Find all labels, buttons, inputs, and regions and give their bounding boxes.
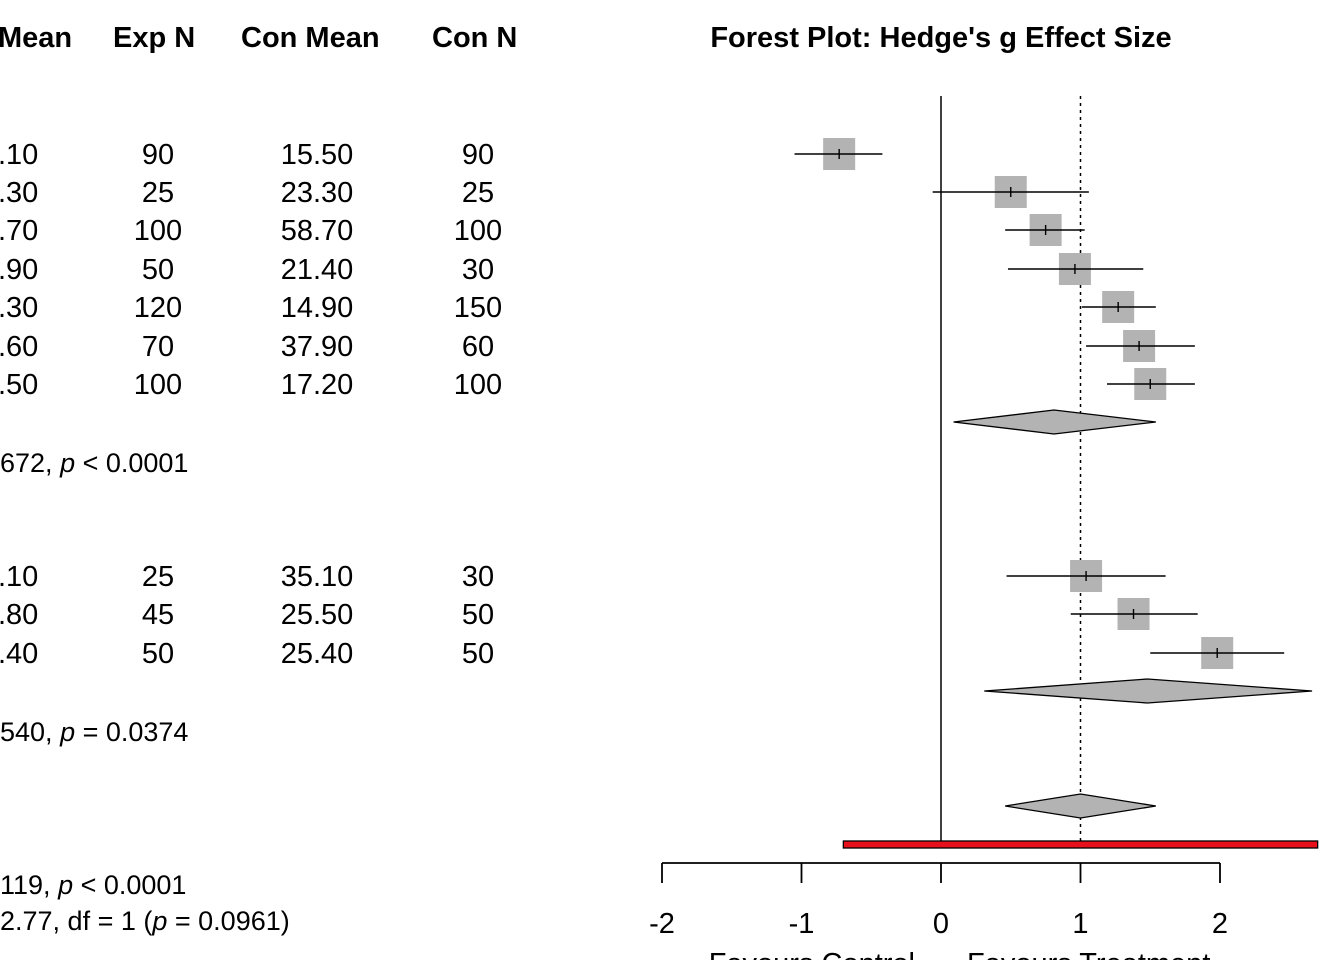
con-n-cell: 60 (461, 331, 495, 363)
exp-mean-cell: .70 (0, 215, 39, 247)
con-mean-cell: 17.20 (280, 369, 354, 401)
subgroup-difference-stat: 2.77, df = 1 (p = 0.0961) (0, 906, 290, 936)
con-n-cell: 100 (453, 369, 503, 401)
con-mean-cell: 35.10 (280, 561, 354, 593)
exp-mean-cell: .90 (0, 254, 39, 286)
con-n-cell: 90 (461, 139, 495, 171)
header-exp-n: Exp N (113, 22, 196, 54)
x-tick-label: -1 (789, 908, 815, 940)
exp-n-cell: 50 (141, 254, 175, 286)
con-n-cell: 30 (461, 561, 495, 593)
exp-n-cell: 50 (141, 638, 175, 670)
summary-diamond (984, 678, 1313, 704)
subgroup-2-stat: 540, p = 0.0374 (0, 717, 189, 747)
exp-mean-cell: .30 (0, 292, 39, 324)
chart-title: Forest Plot: Hedge's g Effect Size (710, 22, 1172, 54)
x-tick-label: 2 (1212, 908, 1228, 940)
exp-mean-cell: .80 (0, 599, 39, 631)
exp-n-cell: 120 (133, 292, 183, 324)
con-n-cell: 50 (461, 638, 495, 670)
prediction-interval-bar (842, 840, 1319, 849)
con-n-cell: 50 (461, 599, 495, 631)
exp-n-cell: 70 (141, 331, 175, 363)
exp-n-cell: 25 (141, 177, 175, 209)
header-con-mean: Con Mean (241, 22, 380, 54)
subgroup-1-stat: 672, p < 0.0001 (0, 448, 189, 478)
con-n-cell: 25 (461, 177, 495, 209)
exp-mean-cell: .40 (0, 638, 39, 670)
exp-mean-cell: .10 (0, 139, 39, 171)
con-mean-cell: 58.70 (280, 215, 354, 247)
con-n-cell: 150 (453, 292, 503, 324)
exp-n-cell: 90 (141, 139, 175, 171)
exp-mean-cell: .10 (0, 561, 39, 593)
con-mean-cell: 15.50 (280, 139, 354, 171)
x-tick-label: 0 (933, 908, 949, 940)
favours-treatment-label: Favours Treatment (967, 948, 1210, 960)
con-mean-cell: 37.90 (280, 331, 354, 363)
con-mean-cell: 23.30 (280, 177, 354, 209)
con-n-cell: 100 (453, 215, 503, 247)
overall-stat: 119, p < 0.0001 (0, 870, 187, 900)
header-exp-mean: Mean (0, 22, 73, 54)
con-mean-cell: 14.90 (280, 292, 354, 324)
header-con-n: Con N (432, 22, 518, 54)
con-n-cell: 30 (461, 254, 495, 286)
favours-control-label: Favours Control (709, 948, 915, 960)
exp-mean-cell: .30 (0, 177, 39, 209)
con-mean-cell: 25.50 (280, 599, 354, 631)
exp-mean-cell: .60 (0, 331, 39, 363)
con-mean-cell: 25.40 (280, 638, 354, 670)
x-tick-label: -2 (649, 908, 675, 940)
exp-n-cell: 45 (141, 599, 175, 631)
exp-mean-cell: .50 (0, 369, 39, 401)
summary-diamond (1005, 793, 1156, 819)
con-mean-cell: 21.40 (280, 254, 354, 286)
x-tick-label: 1 (1072, 908, 1088, 940)
exp-n-cell: 25 (141, 561, 175, 593)
exp-n-cell: 100 (133, 369, 183, 401)
summary-diamond (953, 409, 1156, 435)
exp-n-cell: 100 (133, 215, 183, 247)
